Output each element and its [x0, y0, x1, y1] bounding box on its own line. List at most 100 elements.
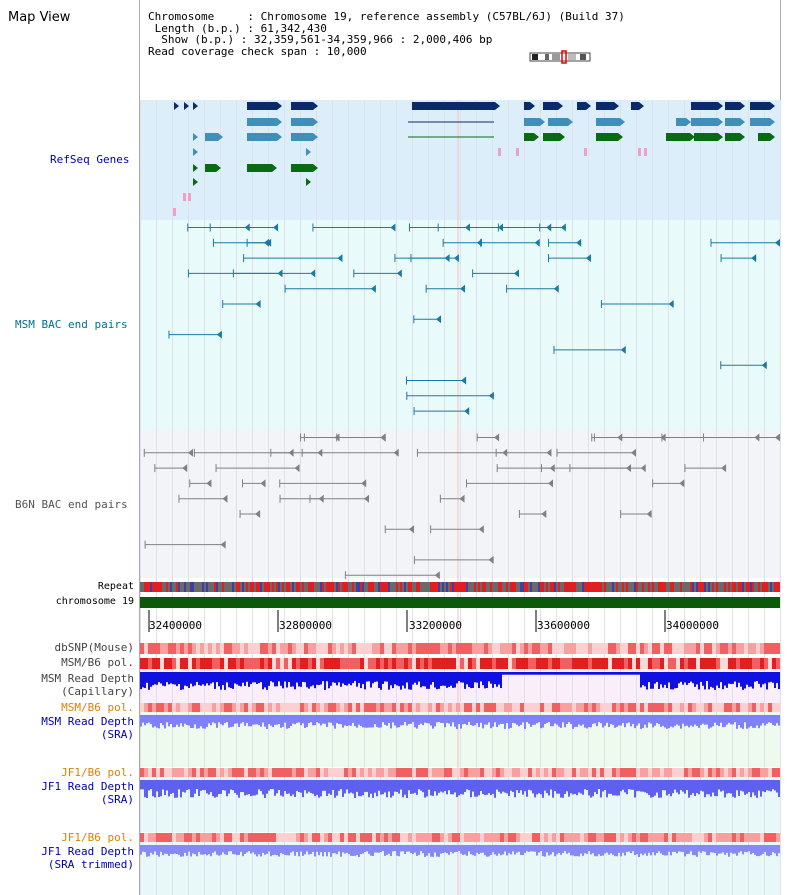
- heat-cell: [604, 768, 608, 777]
- depth-bar: [386, 672, 388, 682]
- repeat-mark: [770, 582, 772, 592]
- depth-bar: [232, 780, 234, 791]
- heat-cell: [368, 768, 372, 777]
- depth-bar: [412, 715, 414, 723]
- heat-cell: [288, 703, 292, 712]
- depth-bar: [556, 780, 558, 794]
- heat-cell: [324, 703, 328, 712]
- depth-bar: [602, 845, 604, 856]
- repeat-mark: [648, 582, 650, 592]
- heat-cell: [288, 658, 292, 669]
- depth-bar: [392, 780, 394, 796]
- heat-cell: [744, 703, 748, 712]
- bac-end: [393, 448, 399, 457]
- depth-bar: [750, 715, 752, 727]
- track-label-b6n-bac[interactable]: B6N BAC end pairs: [15, 498, 128, 511]
- repeat-mark: [144, 582, 146, 592]
- depth-bar: [418, 672, 420, 682]
- heat-cell: [440, 703, 444, 712]
- depth-bar: [668, 845, 670, 852]
- heat-cell: [420, 658, 424, 669]
- repeat-mark: [192, 582, 194, 592]
- depth-bar: [512, 780, 514, 792]
- depth-bar: [286, 780, 288, 794]
- depth-bar: [732, 672, 734, 684]
- track-label-refseq[interactable]: RefSeq Genes: [50, 153, 130, 166]
- depth-bar: [548, 780, 550, 796]
- repeat-mark: [440, 582, 442, 592]
- repeat-mark: [630, 582, 632, 592]
- heat-cell: [168, 833, 172, 842]
- heat-cell: [268, 833, 272, 842]
- heat-cell: [348, 703, 352, 712]
- depth-bar: [434, 780, 436, 792]
- heat-cell: [356, 833, 360, 842]
- depth-bar: [306, 845, 308, 852]
- heat-cell: [556, 833, 560, 842]
- heat-cell: [168, 768, 172, 777]
- depth-bar: [410, 672, 412, 690]
- depth-bar: [280, 672, 282, 686]
- depth-bar: [192, 780, 194, 798]
- depth-bar: [504, 672, 506, 675]
- depth-bar: [530, 845, 532, 852]
- depth-bar: [688, 780, 690, 798]
- depth-bar: [764, 672, 766, 684]
- heat-cell: [356, 643, 360, 654]
- depth-bar: [492, 715, 494, 727]
- repeat-mark: [216, 582, 218, 592]
- repeat-mark: [590, 582, 592, 592]
- depth-bar: [504, 845, 506, 852]
- depth-bar: [378, 780, 380, 791]
- repeat-mark: [162, 582, 164, 592]
- depth-bar: [730, 845, 732, 853]
- heat-cell: [584, 658, 588, 669]
- repeat-mark: [602, 582, 604, 592]
- repeat-mark: [338, 582, 340, 592]
- heat-cell: [552, 658, 556, 669]
- heat-cell: [644, 833, 648, 842]
- heat-cell: [452, 768, 456, 777]
- depth-bar: [626, 845, 628, 852]
- heat-cell: [404, 658, 408, 669]
- depth-bar: [510, 715, 512, 728]
- heat-cell: [264, 833, 268, 842]
- depth-bar: [366, 780, 368, 792]
- repeat-mark: [664, 582, 666, 592]
- track-label-msm-bac[interactable]: MSM BAC end pairs: [15, 318, 128, 331]
- depth-bar: [676, 715, 678, 725]
- depth-bar: [164, 672, 166, 687]
- depth-bar: [686, 780, 688, 791]
- depth-bar: [434, 845, 436, 853]
- heat-cell: [420, 703, 424, 712]
- depth-bar: [580, 715, 582, 726]
- depth-bar: [208, 845, 210, 855]
- heat-cell: [600, 643, 604, 654]
- depth-bar: [426, 672, 428, 689]
- heat-cell: [468, 768, 472, 777]
- repeat-mark: [324, 582, 326, 592]
- depth-bar: [176, 715, 178, 725]
- depth-bar: [484, 780, 486, 796]
- heat-cell: [524, 833, 528, 842]
- depth-bar: [778, 845, 780, 854]
- heat-cell: [436, 643, 440, 654]
- heat-cell: [740, 643, 744, 654]
- depth-bar: [526, 672, 528, 675]
- depth-bar: [476, 715, 478, 724]
- repeat-mark: [604, 582, 606, 592]
- depth-bar: [144, 780, 146, 798]
- depth-bar: [236, 780, 238, 795]
- depth-bar: [364, 780, 366, 792]
- bac-end: [721, 464, 727, 473]
- heat-cell: [396, 643, 400, 654]
- heat-cell: [192, 833, 196, 842]
- repeat-mark: [740, 582, 742, 592]
- depth-bar: [320, 845, 322, 853]
- heat-cell: [212, 643, 216, 654]
- depth-bar: [652, 672, 654, 689]
- repeat-mark: [308, 582, 310, 592]
- heat-cell: [596, 768, 600, 777]
- depth-bar: [234, 845, 236, 855]
